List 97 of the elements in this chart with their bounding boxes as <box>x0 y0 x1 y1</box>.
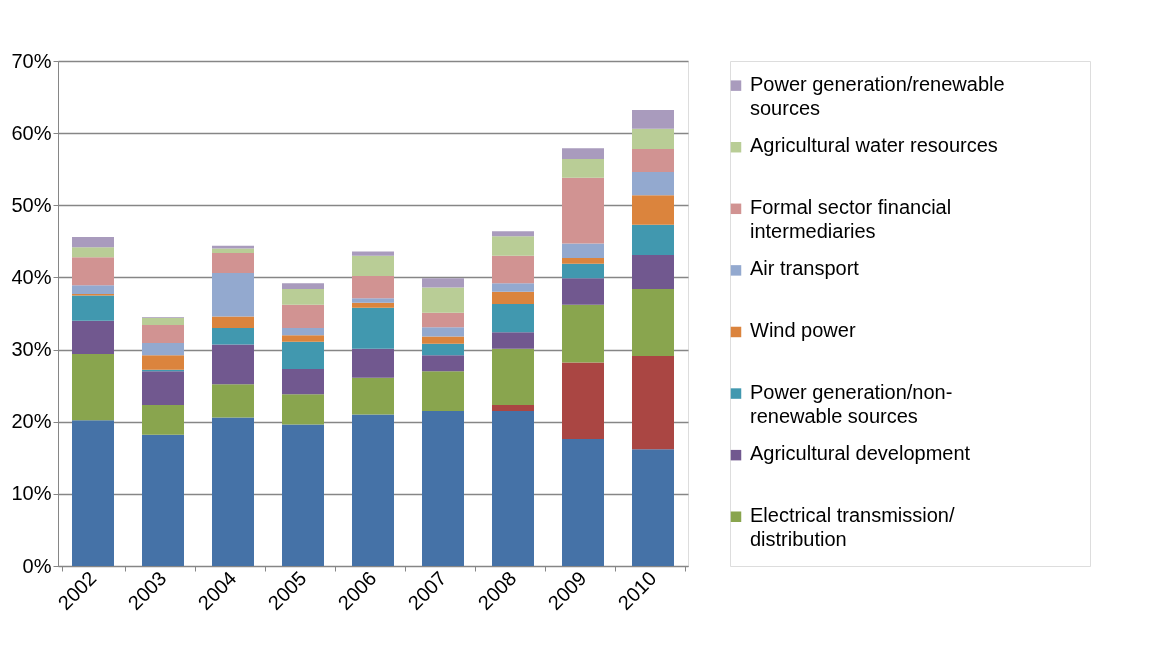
bar <box>632 449 674 566</box>
bar <box>422 410 464 566</box>
bar <box>352 251 394 256</box>
legend-label: Formal sector financial intermediaries <box>750 195 952 242</box>
bar <box>212 384 254 418</box>
bar <box>632 149 674 173</box>
bar <box>492 231 534 237</box>
bar <box>72 237 114 248</box>
bar <box>562 159 604 178</box>
bar <box>492 236 534 256</box>
bar <box>352 414 394 566</box>
bar <box>352 298 394 303</box>
bar <box>422 327 464 337</box>
bar <box>142 317 184 326</box>
bar <box>492 304 534 333</box>
bar <box>352 307 394 349</box>
bar <box>72 295 114 321</box>
bar <box>492 283 534 292</box>
y-tick-label: 40% <box>11 265 52 288</box>
y-tick-label: 0% <box>22 554 52 577</box>
bar <box>352 275 394 299</box>
bar <box>212 327 254 345</box>
y-tick-label: 20% <box>11 410 52 433</box>
bar <box>422 336 464 344</box>
y-tick-label: 30% <box>11 338 52 361</box>
bar <box>72 285 114 295</box>
bar <box>562 362 604 440</box>
bar <box>212 344 254 385</box>
bar <box>142 343 184 356</box>
legend-label: Power generation/non-renewable sources <box>750 380 953 427</box>
bar <box>492 291 534 305</box>
legend-label: Air transport <box>750 257 860 280</box>
bar <box>632 110 674 129</box>
bar <box>142 405 184 435</box>
bar <box>632 128 674 150</box>
bar <box>142 434 184 566</box>
bar <box>72 353 114 421</box>
bar <box>562 263 604 279</box>
bar <box>212 316 254 328</box>
legend-label: Agricultural water resources <box>750 134 998 157</box>
legend-label: Electrical transmission/ distribution <box>750 503 955 550</box>
bar <box>562 148 604 160</box>
y-tick-label: 10% <box>11 482 52 505</box>
bar <box>282 335 324 342</box>
bar <box>562 257 604 264</box>
bar <box>72 320 114 354</box>
bar <box>562 278 604 305</box>
bar <box>422 287 464 313</box>
bar <box>72 257 114 286</box>
bar <box>632 288 674 357</box>
bar <box>562 177 604 244</box>
bar <box>282 283 324 289</box>
y-tick-label: 60% <box>11 121 52 144</box>
bar <box>282 341 324 370</box>
bar <box>142 325 184 344</box>
legend-label: Power generation/renewable sources <box>750 72 1005 119</box>
bar <box>422 343 464 356</box>
bar <box>632 356 674 450</box>
bar <box>212 248 254 253</box>
bar <box>422 355 464 372</box>
bar <box>492 332 534 349</box>
bar <box>562 439 604 566</box>
bar <box>492 255 534 284</box>
bar <box>142 371 184 406</box>
legend-label: Agricultural development <box>750 442 971 465</box>
bar <box>422 371 464 411</box>
bar <box>562 304 604 363</box>
bar <box>212 273 254 317</box>
bar <box>282 369 324 395</box>
bar <box>212 245 254 249</box>
bar <box>72 420 114 566</box>
bar <box>632 172 674 196</box>
bar <box>422 278 464 288</box>
y-tick-label: 70% <box>11 49 52 72</box>
bar <box>422 312 464 328</box>
bar <box>282 424 324 566</box>
y-tick-label: 50% <box>11 193 52 216</box>
bar <box>142 355 184 370</box>
bar <box>632 224 674 256</box>
bar <box>352 255 394 276</box>
bar <box>282 304 324 328</box>
bar <box>492 410 534 566</box>
bar <box>632 195 674 225</box>
bar <box>282 327 324 336</box>
bar <box>632 255 674 289</box>
bar <box>212 252 254 274</box>
bar <box>352 302 394 308</box>
legend-label: Wind power <box>750 318 856 341</box>
bar <box>562 243 604 258</box>
bar <box>282 288 324 305</box>
bar <box>282 394 324 425</box>
bar <box>352 348 394 378</box>
bar <box>492 348 534 406</box>
bar <box>352 377 394 415</box>
bar <box>212 417 254 566</box>
bar <box>72 247 114 258</box>
bar <box>492 405 534 411</box>
